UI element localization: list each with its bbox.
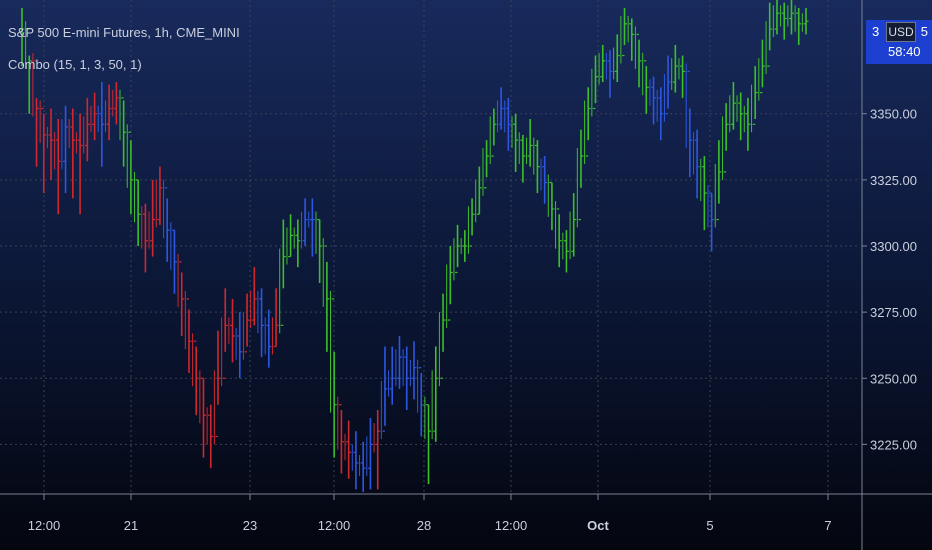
ohlc-bars [19,0,809,492]
price-tick-label: 3275.00 [870,305,917,320]
time-tick-label: 12:00 [318,518,351,533]
price-tick-label: 3225.00 [870,437,917,452]
price-tick-label: 3300.00 [870,239,917,254]
price-axis[interactable]: 3350.00 3325.00 3300.00 3275.00 3250.00 3225.… [862,107,917,453]
currency-button[interactable]: USD [886,22,916,42]
time-tick-label: 12:00 [28,518,61,533]
price-tick-label: 3325.00 [870,173,917,188]
grid [0,0,860,492]
indicator-label[interactable]: Combo (15, 1, 3, 50, 1) [8,57,142,72]
time-tick-label: 7 [824,518,831,533]
price-tick-label: 3350.00 [870,107,917,122]
last-price-left: 3 [872,24,880,39]
chart-legend: S&P 500 E-mini Futures, 1h, CME_MINI Com… [8,24,240,88]
time-axis[interactable]: 12:00 21 23 12:00 28 12:00 Oct 5 7 [28,494,832,533]
time-tick-label: 28 [417,518,431,533]
price-tick-label: 3250.00 [870,371,917,386]
symbol-title[interactable]: S&P 500 E-mini Futures, 1h, CME_MINI [8,25,240,40]
time-tick-label: Oct [587,518,609,533]
bar-countdown: 58:40 [888,44,921,59]
time-tick-label: 21 [124,518,138,533]
time-tick-label: 5 [706,518,713,533]
time-tick-label: 12:00 [495,518,528,533]
last-price-right: 5 [920,24,928,39]
time-tick-label: 23 [243,518,257,533]
